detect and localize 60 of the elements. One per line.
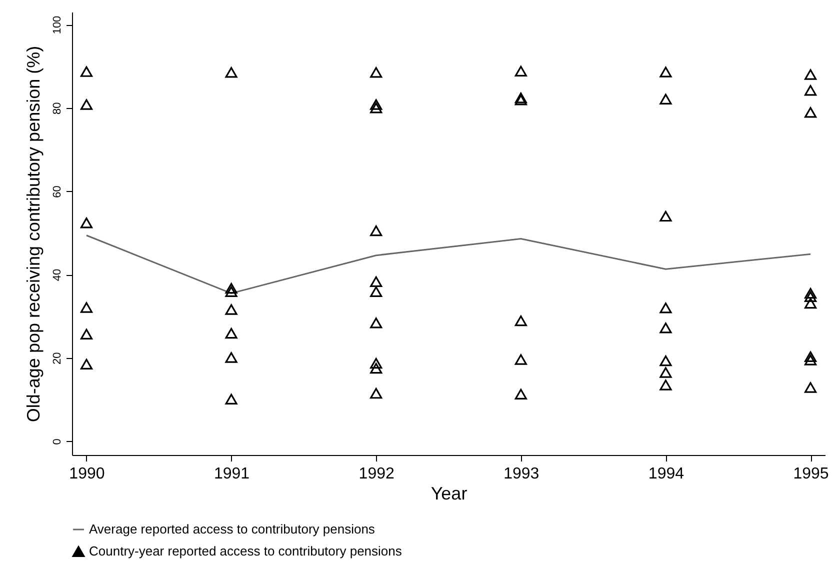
y-axis-title: Old-age pop receiving contributory pension (%) xyxy=(24,46,44,422)
point xyxy=(514,315,527,326)
point xyxy=(804,298,817,309)
point xyxy=(660,380,672,390)
point xyxy=(370,318,382,328)
point xyxy=(514,354,527,365)
point xyxy=(80,302,93,313)
point xyxy=(660,302,672,314)
point xyxy=(370,225,382,236)
point xyxy=(225,282,238,294)
point xyxy=(80,328,93,340)
x-tick-label: 1991 xyxy=(214,466,250,482)
x-tick-label: 1993 xyxy=(504,466,540,482)
y-tick-label: 20 xyxy=(52,352,64,365)
x-tick-label: 1990 xyxy=(69,466,105,482)
y-tick-label: 100 xyxy=(52,16,64,34)
point xyxy=(370,276,382,287)
point xyxy=(225,67,238,78)
point xyxy=(514,66,527,77)
y-tick-label: 60 xyxy=(52,186,64,198)
point xyxy=(660,66,672,78)
point xyxy=(225,328,238,339)
point xyxy=(370,362,382,374)
point xyxy=(370,102,382,114)
point xyxy=(80,358,93,370)
point xyxy=(804,354,817,366)
point xyxy=(804,382,817,393)
point xyxy=(370,388,382,399)
point xyxy=(804,351,817,362)
point xyxy=(80,218,93,228)
legend-label: Country-year reported access to contributory pensions xyxy=(89,544,402,558)
point xyxy=(80,66,93,77)
point xyxy=(225,352,238,363)
point xyxy=(804,85,817,96)
point xyxy=(660,322,672,334)
x-axis-title: Year xyxy=(430,484,468,504)
point xyxy=(660,94,672,104)
point xyxy=(660,367,672,378)
legend-label: Average reported access to contributory pensions xyxy=(89,522,376,536)
point xyxy=(370,67,382,78)
point xyxy=(370,99,382,110)
x-tick-label: 1994 xyxy=(648,466,684,482)
point xyxy=(225,394,238,404)
y-tick-label: 80 xyxy=(52,102,64,114)
point xyxy=(804,291,817,302)
point xyxy=(514,388,527,400)
point xyxy=(370,358,382,369)
point xyxy=(80,99,93,110)
x-tick-label: 1992 xyxy=(358,466,394,482)
point xyxy=(660,210,672,222)
y-tick-label: 40 xyxy=(52,268,64,282)
x-tick-label: 1995 xyxy=(793,466,829,482)
point xyxy=(804,107,817,118)
y-tick-label: 0 xyxy=(52,438,64,445)
point xyxy=(660,355,672,366)
point xyxy=(225,304,238,315)
point xyxy=(370,286,382,297)
point xyxy=(225,286,238,297)
point xyxy=(804,69,817,80)
point xyxy=(804,288,817,299)
